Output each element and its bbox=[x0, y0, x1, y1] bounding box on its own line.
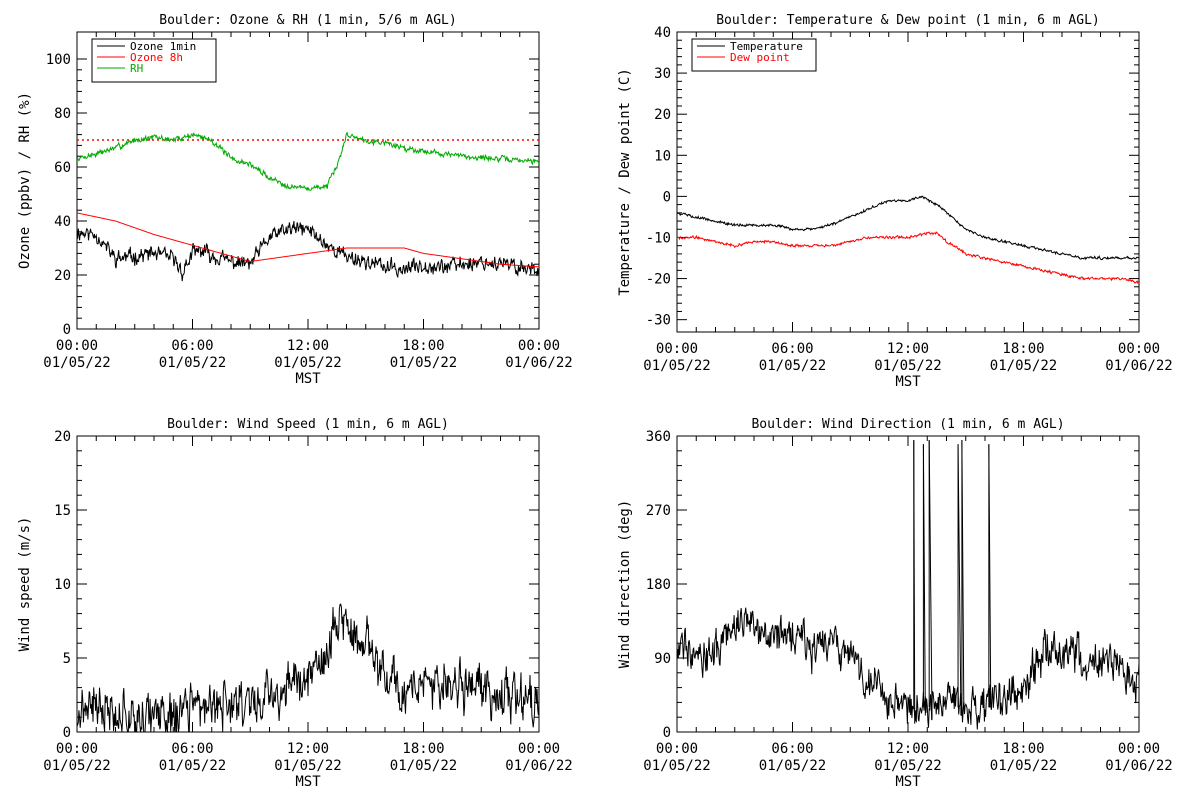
x-tick-date: 01/06/22 bbox=[505, 758, 572, 774]
y-axis-label: Wind direction (deg) bbox=[617, 500, 633, 669]
x-tick-date: 01/05/22 bbox=[43, 355, 110, 371]
y-axis-label: Wind speed (m/s) bbox=[17, 517, 33, 652]
y-tick-label: 100 bbox=[46, 52, 71, 68]
x-tick-date: 01/05/22 bbox=[990, 758, 1057, 774]
legend-label: Dew point bbox=[730, 51, 790, 64]
legend-label: Ozone 1min bbox=[130, 40, 196, 53]
x-tick-label: 00:00 bbox=[656, 341, 698, 357]
y-tick-label: -10 bbox=[646, 230, 671, 246]
y-tick-label: 15 bbox=[54, 503, 71, 519]
x-tick-label: 00:00 bbox=[518, 741, 560, 757]
x-tick-date: 01/05/22 bbox=[643, 758, 710, 774]
y-tick-label: 20 bbox=[54, 429, 71, 445]
series-line-1 bbox=[77, 220, 539, 282]
y-tick-label: 60 bbox=[54, 160, 71, 176]
x-tick-date: 01/05/22 bbox=[643, 358, 710, 374]
y-tick-label: 80 bbox=[54, 106, 71, 122]
x-tick-date: 01/05/22 bbox=[274, 355, 341, 371]
y-tick-label: 40 bbox=[654, 25, 671, 41]
x-tick-label: 12:00 bbox=[287, 741, 329, 757]
x-tick-label: 00:00 bbox=[1118, 341, 1160, 357]
y-tick-label: 40 bbox=[54, 214, 71, 230]
chart-3: Boulder: Wind Speed (1 min, 6 m AGL) 0 5 10… bbox=[17, 417, 573, 790]
x-tick-date: 01/05/22 bbox=[759, 358, 826, 374]
x-tick-label: 00:00 bbox=[56, 338, 98, 354]
x-tick-label: 00:00 bbox=[56, 741, 98, 757]
x-tick-label: 00:00 bbox=[656, 741, 698, 757]
y-tick-label: 0 bbox=[663, 725, 671, 741]
x-tick-date: 01/05/22 bbox=[390, 758, 457, 774]
chart-title: Boulder: Wind Direction (1 min, 6 m AGL) bbox=[751, 417, 1064, 432]
x-tick-label: 18:00 bbox=[402, 741, 444, 757]
legend-label: Temperature bbox=[730, 40, 803, 53]
x-tick-date: 01/05/22 bbox=[874, 758, 941, 774]
y-tick-label: 20 bbox=[654, 107, 671, 123]
series-line-1 bbox=[677, 607, 1139, 730]
x-tick-date: 01/05/22 bbox=[759, 758, 826, 774]
y-axis-label: Ozone (ppbv) / RH (%) bbox=[17, 92, 33, 269]
x-axis-label: MST bbox=[895, 774, 921, 790]
y-tick-label: 10 bbox=[54, 577, 71, 593]
y-axis-label: Temperature / Dew point (C) bbox=[617, 68, 633, 296]
y-tick-label: -30 bbox=[646, 313, 671, 329]
x-tick-date: 01/05/22 bbox=[43, 758, 110, 774]
x-tick-label: 12:00 bbox=[887, 741, 929, 757]
y-tick-label: 0 bbox=[663, 189, 671, 205]
y-tick-label: 90 bbox=[654, 651, 671, 667]
x-tick-label: 18:00 bbox=[1002, 341, 1044, 357]
chart-title: Boulder: Wind Speed (1 min, 6 m AGL) bbox=[167, 417, 449, 432]
x-tick-date: 01/05/22 bbox=[159, 355, 226, 371]
y-tick-label: 10 bbox=[654, 148, 671, 164]
plot-frame bbox=[676, 435, 1140, 733]
x-tick-label: 06:00 bbox=[171, 338, 213, 354]
chart-title: Boulder: Temperature & Dew point (1 min,… bbox=[716, 13, 1100, 28]
x-tick-date: 01/06/22 bbox=[1105, 758, 1172, 774]
x-tick-date: 01/05/22 bbox=[390, 355, 457, 371]
y-tick-label: 5 bbox=[63, 651, 71, 667]
series-line-3 bbox=[77, 131, 539, 192]
plot-frame bbox=[676, 31, 1140, 333]
chart-1: Boulder: Ozone & RH (1 min, 5/6 m AGL) 0 2… bbox=[17, 13, 573, 387]
series-line-1 bbox=[677, 195, 1139, 261]
series-line-2 bbox=[677, 231, 1139, 285]
series-line-2 bbox=[77, 212, 539, 268]
x-axis-label: MST bbox=[295, 371, 321, 387]
x-tick-label: 12:00 bbox=[287, 338, 329, 354]
y-tick-label: -20 bbox=[646, 272, 671, 288]
x-tick-date: 01/05/22 bbox=[274, 758, 341, 774]
series-line-1 bbox=[77, 603, 539, 732]
y-tick-label: 180 bbox=[646, 577, 671, 593]
x-axis-label: MST bbox=[895, 374, 921, 390]
chart-title: Boulder: Ozone & RH (1 min, 5/6 m AGL) bbox=[159, 13, 456, 28]
x-tick-label: 18:00 bbox=[402, 338, 444, 354]
x-tick-date: 01/05/22 bbox=[990, 358, 1057, 374]
legend-label: Ozone 8h bbox=[130, 51, 183, 64]
y-tick-label: 20 bbox=[54, 268, 71, 284]
x-tick-label: 12:00 bbox=[887, 341, 929, 357]
x-tick-label: 06:00 bbox=[771, 741, 813, 757]
legend-label: RH bbox=[130, 62, 143, 75]
x-tick-label: 00:00 bbox=[1118, 741, 1160, 757]
x-tick-date: 01/06/22 bbox=[505, 355, 572, 371]
y-tick-label: 0 bbox=[63, 322, 71, 338]
legend-box bbox=[691, 38, 817, 72]
y-tick-label: 270 bbox=[646, 503, 671, 519]
x-tick-label: 00:00 bbox=[518, 338, 560, 354]
x-axis-label: MST bbox=[295, 774, 321, 790]
y-tick-label: 30 bbox=[654, 66, 671, 82]
x-tick-label: 06:00 bbox=[771, 341, 813, 357]
x-tick-date: 01/06/22 bbox=[1105, 358, 1172, 374]
x-tick-label: 18:00 bbox=[1002, 741, 1044, 757]
y-tick-label: 360 bbox=[646, 429, 671, 445]
y-tick-label: 0 bbox=[63, 725, 71, 741]
x-tick-label: 06:00 bbox=[171, 741, 213, 757]
chart-2: Boulder: Temperature & Dew point (1 min,… bbox=[617, 13, 1173, 390]
chart-4: Boulder: Wind Direction (1 min, 6 m AGL)… bbox=[617, 417, 1173, 790]
x-tick-date: 01/05/22 bbox=[874, 358, 941, 374]
x-tick-date: 01/05/22 bbox=[159, 758, 226, 774]
